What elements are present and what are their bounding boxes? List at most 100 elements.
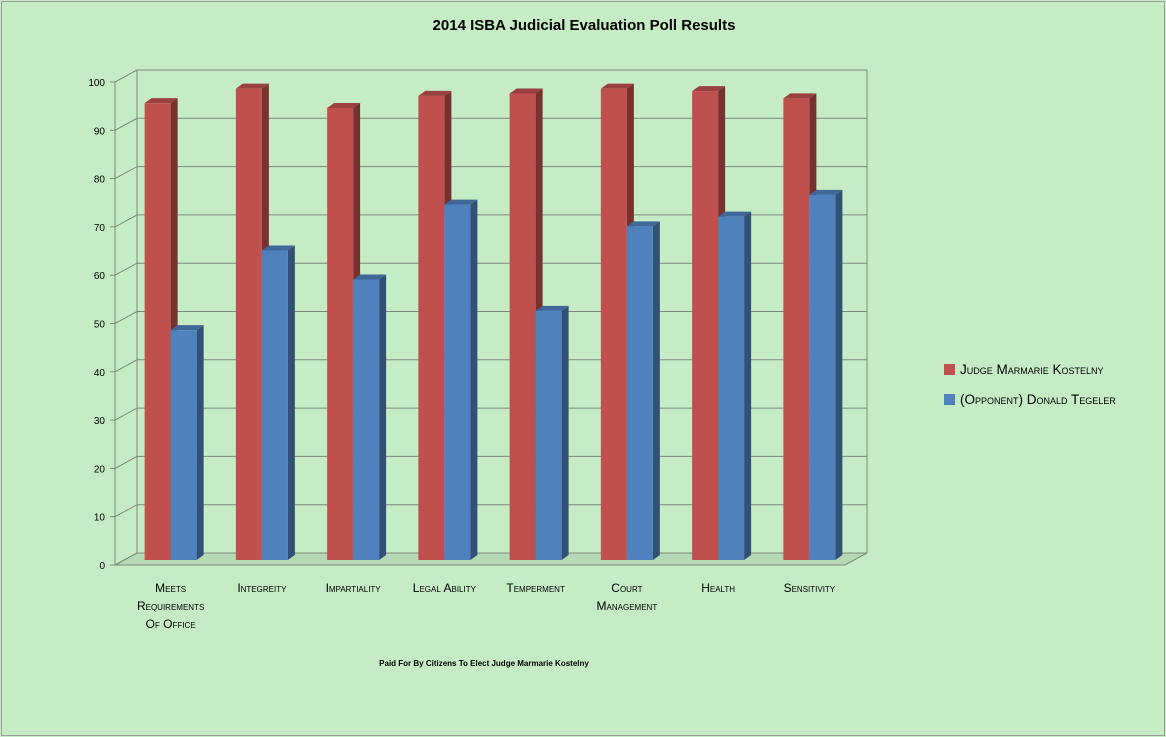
bar-front xyxy=(327,107,354,560)
x-category-label-line: Of Office xyxy=(146,617,196,631)
x-category-label: Legal Ability xyxy=(413,581,477,595)
bar-tegeler xyxy=(718,211,752,560)
bar-side xyxy=(561,305,569,560)
bar-top xyxy=(444,199,478,205)
bar-side xyxy=(379,274,387,560)
x-category-label: Court Management xyxy=(597,581,658,613)
bar-tegeler xyxy=(809,189,843,561)
gridline xyxy=(114,504,867,518)
gridline xyxy=(114,262,867,276)
bar-tegeler xyxy=(535,305,569,560)
gridline xyxy=(114,359,867,373)
bar-side xyxy=(287,245,295,560)
y-tick-label: 20 xyxy=(94,464,106,475)
bar-top xyxy=(418,90,452,96)
bar-front xyxy=(444,204,471,560)
bar-top xyxy=(170,325,204,331)
gridline xyxy=(114,166,867,180)
bar-front xyxy=(783,98,810,560)
bar-top xyxy=(509,88,543,94)
legend-label: (Opponent) Donald Tegeler xyxy=(960,392,1116,407)
legend: Judge Marmarie Kostelny (Opponent) Donald… xyxy=(944,362,1116,407)
bar-top xyxy=(600,83,634,89)
bar-tegeler xyxy=(170,325,204,560)
y-tick-label: 100 xyxy=(88,78,105,89)
bar-front xyxy=(261,250,288,560)
legend-swatch xyxy=(944,394,955,405)
y-tick-label: 90 xyxy=(94,126,106,137)
bar-top xyxy=(235,83,269,89)
gridlines xyxy=(114,69,867,566)
x-category-label-line: Meets xyxy=(155,581,186,595)
y-tick-label: 60 xyxy=(94,271,106,282)
bar-side xyxy=(744,211,752,560)
bar-top xyxy=(327,102,361,108)
chart-walls xyxy=(114,70,868,566)
x-category-label-line: Requirements xyxy=(137,599,204,613)
y-tick-label: 30 xyxy=(94,416,106,427)
bar-side xyxy=(835,189,843,561)
x-category-label-line: Sensitivity xyxy=(784,581,836,595)
x-category-label-line: Integreity xyxy=(237,581,287,595)
x-category-label: Temperment xyxy=(506,581,565,595)
bar-tegeler xyxy=(353,274,387,560)
bar-side xyxy=(652,221,660,560)
bar-top xyxy=(692,86,726,92)
bar-top xyxy=(353,274,387,280)
bar-front xyxy=(353,279,380,560)
chart-floor xyxy=(114,552,868,566)
x-category-label-line: Management xyxy=(597,599,658,613)
bars xyxy=(144,83,843,561)
bar-side xyxy=(470,199,478,560)
bar-front xyxy=(170,330,197,560)
bar-top xyxy=(718,211,752,217)
bar-tegeler xyxy=(444,199,478,560)
y-tick-label: 0 xyxy=(99,561,105,572)
chart-title: 2014 ISBA Judicial Evaluation Poll Resul… xyxy=(433,17,736,34)
gridline xyxy=(114,214,867,228)
bar-front xyxy=(600,88,627,560)
x-category-label: Health xyxy=(701,581,735,595)
gridline xyxy=(114,455,867,469)
gridline xyxy=(114,117,867,131)
x-category-label-line: Temperment xyxy=(506,581,565,595)
bar-top xyxy=(261,245,295,251)
legend-label: Judge Marmarie Kostelny xyxy=(960,362,1104,377)
y-tick-label: 40 xyxy=(94,368,106,379)
y-tick-label: 70 xyxy=(94,223,106,234)
y-tick-label: 50 xyxy=(94,320,106,331)
x-axis-labels: Meets Requirements Of Office Integreity Impa… xyxy=(137,581,836,631)
bar-front xyxy=(809,194,836,561)
x-category-label: Sensitivity xyxy=(784,581,836,595)
gridline xyxy=(114,311,867,324)
gridline xyxy=(114,407,867,421)
bar-top xyxy=(783,93,817,99)
bar-top xyxy=(809,189,843,195)
gridline xyxy=(114,69,867,83)
y-axis-ticks: 0 10 20 30 40 50 60 70 80 90 100 xyxy=(88,78,115,572)
x-category-label-line: Impartiality xyxy=(326,581,382,595)
bar-front xyxy=(692,91,719,560)
bar-front xyxy=(418,95,445,560)
footer-disclaimer: Paid For By Citizens To Elect Judge Marm… xyxy=(379,659,589,668)
bar-top xyxy=(626,221,660,227)
bar-front xyxy=(144,103,171,561)
bar-front xyxy=(535,310,562,560)
y-tick-label: 10 xyxy=(94,513,106,524)
bar-front xyxy=(509,93,536,561)
x-category-label: Integreity xyxy=(237,581,287,595)
bar-side xyxy=(196,325,204,560)
x-category-label-line: Health xyxy=(701,581,735,595)
x-category-label: Meets Requirements Of Office xyxy=(137,581,204,631)
bar-tegeler xyxy=(626,221,660,560)
x-category-label-line: Legal Ability xyxy=(413,581,477,595)
y-tick-label: 80 xyxy=(94,175,106,186)
x-category-label-line: Court xyxy=(611,581,642,595)
x-category-label: Impartiality xyxy=(326,581,382,595)
bar-tegeler xyxy=(261,245,295,560)
bar-top xyxy=(535,305,569,311)
bar-top xyxy=(144,98,178,104)
bar-front xyxy=(718,216,745,560)
bar-front xyxy=(235,88,262,560)
